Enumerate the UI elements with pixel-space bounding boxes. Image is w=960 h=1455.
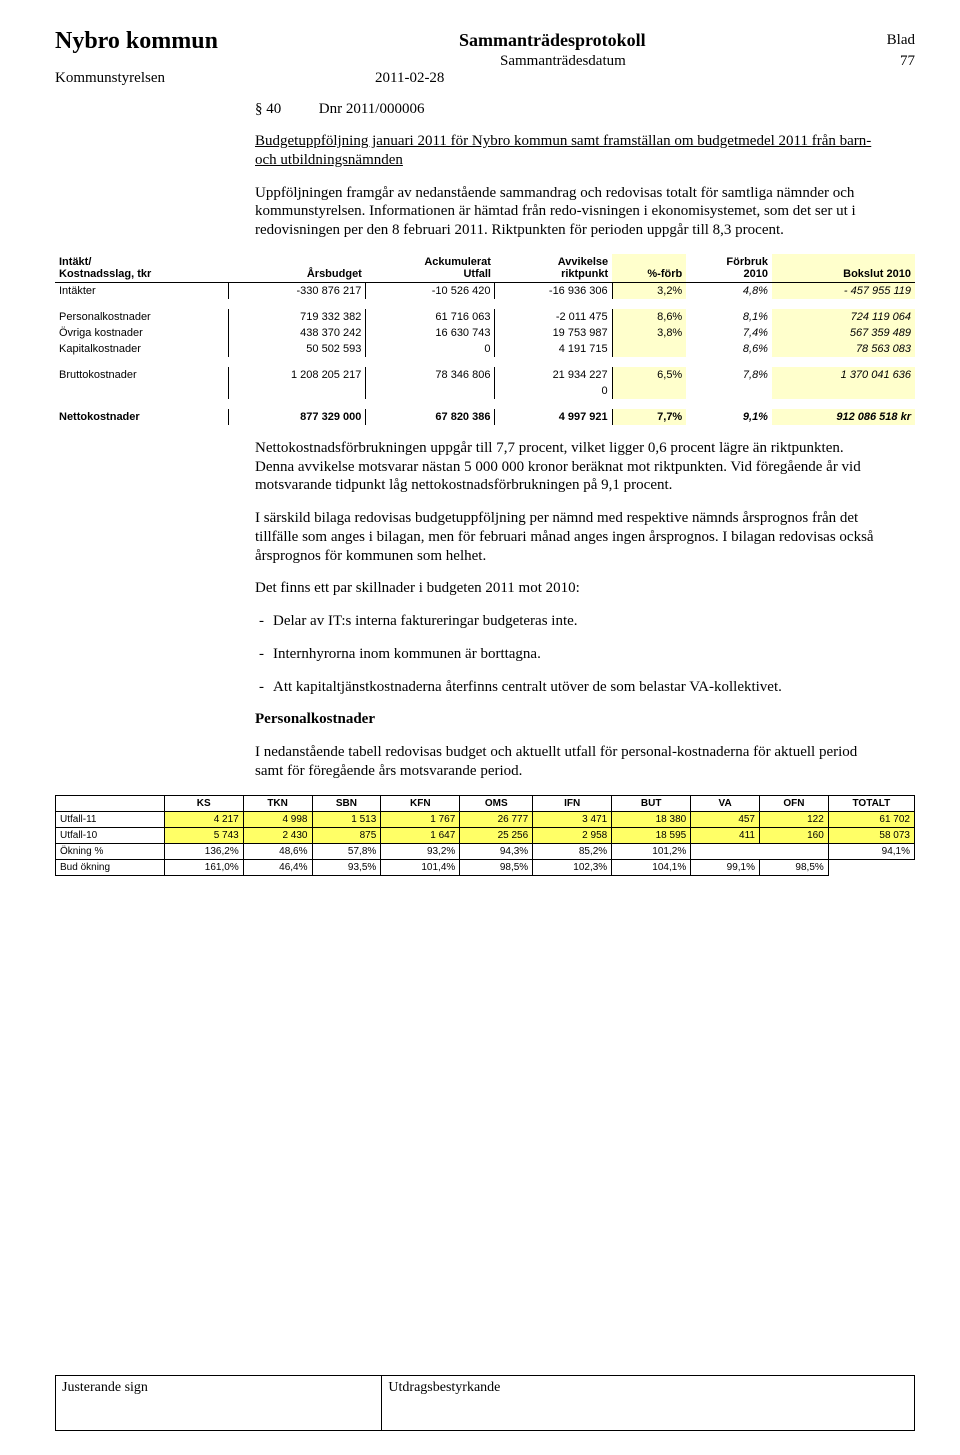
subheading-personalkostnader: Personalkostnader [255, 710, 885, 729]
t1-header-2: AckumuleratUtfall [366, 254, 495, 283]
table-row: Bud ökning161,0%46,4%93,5%101,4%98,5%102… [56, 859, 915, 875]
blad-label: Blad [887, 28, 915, 49]
item-title: Budgetuppföljning januari 2011 för Nybro… [255, 132, 885, 170]
personnel-table: KSTKNSBNKFNOMSIFNBUTVAOFNTOTALT Utfall-1… [55, 795, 915, 876]
t1-header-3: Avvikelseriktpunkt [495, 254, 612, 283]
table-row: Personalkostnader719 332 38261 716 063-2… [55, 309, 915, 325]
summary-table: Intäkt/Kostnadsslag, tkrÅrsbudgetAckumul… [55, 254, 915, 425]
diarie-number: Dnr 2011/000006 [319, 101, 425, 117]
unit-name: Kommunstyrelsen [55, 70, 315, 87]
meeting-date-label: Sammanträdesdatum [315, 53, 855, 70]
table-row: Utfall-105 7432 4308751 64725 2562 95818… [56, 827, 915, 843]
paragraph-3: I särskild bilaga redovisas budgetuppföl… [255, 509, 885, 565]
footer-right: Utdragsbestyrkande [382, 1376, 915, 1431]
meeting-date: 2011-02-28 [315, 70, 855, 87]
t2-header-0 [56, 795, 165, 811]
table-row: Kapitalkostnader50 502 59304 191 7158,6%… [55, 341, 915, 357]
table-row: 0 [55, 383, 915, 399]
t2-header-7: BUT [612, 795, 691, 811]
t2-header-6: IFN [533, 795, 612, 811]
t2-header-10: TOTALT [828, 795, 914, 811]
paragraph-5: I nedanstående tabell redovisas budget o… [255, 743, 885, 781]
t2-header-1: KS [164, 795, 243, 811]
t1-header-1: Årsbudget [229, 254, 366, 283]
bullet-3: Att kapitaltjänstkostnaderna återfinns c… [273, 678, 885, 697]
page-number: 77 [855, 53, 915, 70]
paragraph-1: Uppföljningen framgår av nedanstående sa… [255, 184, 885, 240]
t2-header-8: VA [691, 795, 760, 811]
t1-header-0: Intäkt/Kostnadsslag, tkr [55, 254, 229, 283]
paragraph-2: Nettokostnadsförbrukningen uppgår till 7… [255, 439, 885, 495]
footer: Justerande sign Utdragsbestyrkande [55, 1375, 915, 1431]
t1-header-5: Förbruk2010 [686, 254, 772, 283]
t2-header-5: OMS [460, 795, 533, 811]
table-row: Utfall-114 2174 9981 5131 76726 7773 471… [56, 811, 915, 827]
t1-header-6: Bokslut 2010 [772, 254, 915, 283]
table-row: Bruttokostnader1 208 205 21778 346 80621… [55, 367, 915, 383]
table-row: Övriga kostnader438 370 24216 630 74319 … [55, 325, 915, 341]
table-row: Ökning %136,2%48,6%57,8%93,2%94,3%85,2%1… [56, 843, 915, 859]
t2-header-2: TKN [243, 795, 312, 811]
t2-header-4: KFN [381, 795, 460, 811]
t2-header-9: OFN [760, 795, 829, 811]
table-row: Nettokostnader877 329 00067 820 3864 997… [55, 409, 915, 425]
t1-header-4: %-förb [612, 254, 686, 283]
section-number: § 40 [255, 101, 315, 118]
footer-left: Justerande sign [56, 1376, 382, 1431]
t2-header-3: SBN [312, 795, 381, 811]
bullet-1: Delar av IT:s interna faktureringar budg… [273, 612, 885, 631]
table-row: Intäkter-330 876 217-10 526 420-16 936 3… [55, 282, 915, 299]
bullet-2: Internhyrorna inom kommunen är borttagna… [273, 645, 885, 664]
org-name: Nybro kommun [55, 28, 218, 55]
protocol-title: Sammanträdesprotokoll [459, 28, 646, 51]
paragraph-4: Det finns ett par skillnader i budgeten … [255, 579, 885, 598]
